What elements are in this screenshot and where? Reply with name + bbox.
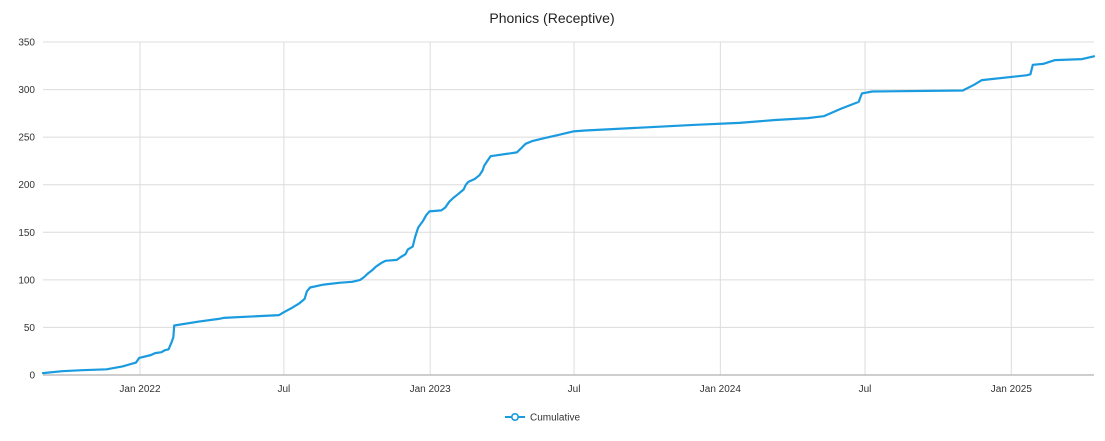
series-line-cumulative[interactable] [41,55,1096,375]
x-tick-label: Jan 2025 [991,384,1033,395]
series-layer [41,55,1096,375]
x-tick-label: Jul [859,384,872,395]
y-tick-label: 200 [18,180,35,191]
grid-layer [43,41,1094,375]
legend[interactable]: Cumulative [505,413,580,424]
y-tick-label: 0 [29,371,35,382]
y-tick-label: 100 [18,275,35,286]
x-tick-label: Jan 2023 [410,384,452,395]
y-tick-label: 250 [18,133,35,144]
x-tick-label: Jan 2022 [119,384,161,395]
legend-marker-icon [510,412,519,421]
y-tick-label: 300 [18,85,35,96]
y-tick-label: 50 [24,323,36,334]
x-tick-label: Jan 2024 [700,384,742,395]
axis-layer: 0 50 100 150 200 250 300 350 Jan 2022 Jul Jan 2023… [18,38,1094,395]
chart-title: Phonics (Receptive) [489,10,614,26]
y-tick-label: 150 [18,228,35,239]
x-tick-label: Jul [568,384,581,395]
legend-label-cumulative: Cumulative [530,413,580,424]
y-tick-label: 350 [18,38,35,49]
x-tick-label: Jul [277,384,290,395]
